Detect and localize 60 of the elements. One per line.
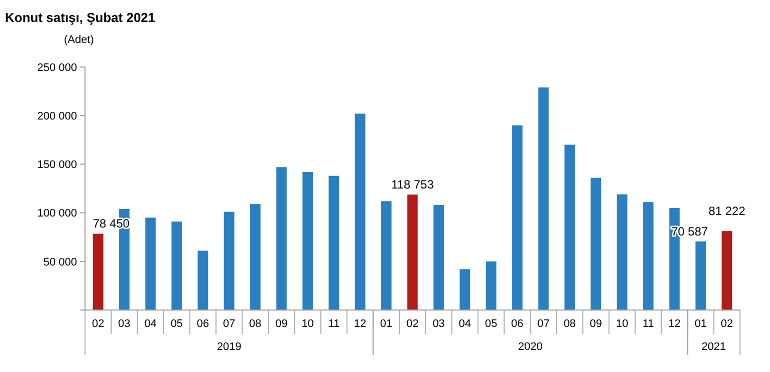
- x-tick-label: 01: [380, 318, 392, 330]
- y-tick-label: 150 000: [37, 159, 77, 172]
- x-tick-label: 11: [328, 318, 340, 330]
- y-tick-label: 250 000: [37, 62, 77, 74]
- bar: [695, 241, 706, 310]
- bar: [460, 269, 470, 310]
- x-tick-label: 04: [458, 318, 472, 330]
- bar: [538, 87, 549, 310]
- y-tick-label: 200 000: [37, 110, 77, 122]
- x-tick-label: 12: [354, 318, 366, 330]
- bar: [198, 250, 208, 310]
- y-tick-label: 50 000: [43, 256, 77, 268]
- x-tick-label: 12: [668, 318, 681, 330]
- bar: [328, 176, 340, 310]
- x-tick-label: 02: [720, 318, 734, 330]
- bar: [564, 144, 575, 310]
- x-tick-label: 10: [302, 318, 314, 330]
- x-tick-label: 04: [144, 318, 157, 330]
- x-tick-label: 05: [484, 318, 498, 330]
- y-tick-label: 100 000: [37, 208, 77, 220]
- x-tick-label: 11: [642, 318, 654, 330]
- bar: [643, 202, 654, 310]
- x-tick-label: 03: [118, 318, 130, 330]
- bar: [433, 205, 444, 310]
- bar: [224, 212, 234, 310]
- x-tick-label: 01: [694, 318, 707, 330]
- x-tick-label: 05: [170, 318, 183, 330]
- text: 2019: [216, 341, 242, 353]
- x-tick-label: 07: [537, 318, 550, 330]
- bar: [722, 231, 732, 310]
- bar: [486, 261, 496, 310]
- bar: [171, 222, 182, 310]
- x-tick-label: 09: [275, 318, 288, 330]
- bar: [354, 114, 366, 310]
- data-label: 118 753: [391, 178, 434, 192]
- bar: [276, 167, 287, 310]
- x-tick-label: 02: [92, 318, 104, 330]
- x-tick-label: 10: [616, 318, 628, 330]
- bar: [381, 201, 392, 310]
- x-tick-label: 08: [564, 318, 576, 330]
- x-tick-label: 06: [511, 318, 524, 330]
- bar: [250, 204, 261, 310]
- bar: [512, 125, 523, 310]
- x-tick-label: 07: [222, 318, 236, 330]
- bar: [590, 178, 602, 310]
- data-label: 81 222: [708, 204, 746, 218]
- x-tick-label: 09: [590, 318, 602, 330]
- bar: [145, 218, 156, 310]
- y-axis-title: (Adet): [64, 34, 94, 46]
- x-tick-label: 06: [196, 318, 210, 330]
- chart-title: Konut satışı, Şubat 2021: [5, 10, 156, 25]
- bar: [407, 194, 418, 310]
- x-tick-label: 03: [432, 318, 445, 330]
- bar: [302, 172, 313, 310]
- text: 2020: [518, 341, 543, 353]
- bar: [92, 234, 104, 310]
- text: 2021: [702, 341, 726, 353]
- bar: [616, 194, 628, 310]
- x-tick-label: 02: [406, 318, 419, 330]
- x-tick-label: 08: [249, 318, 262, 330]
